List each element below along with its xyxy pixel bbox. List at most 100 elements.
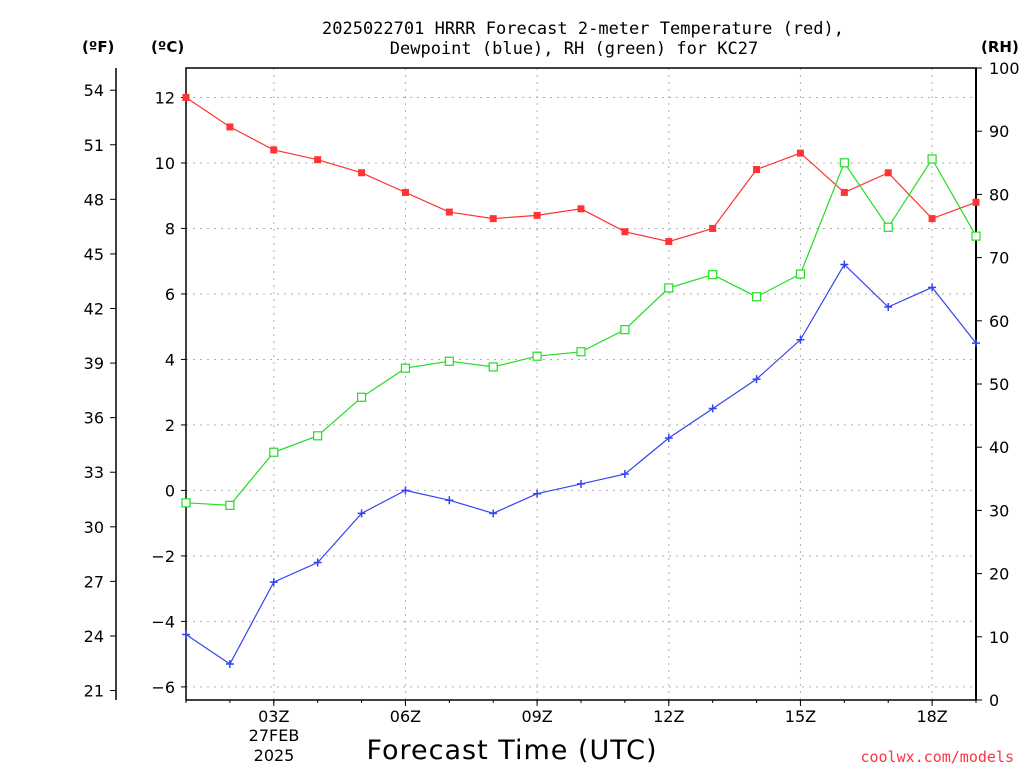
celsius-unit-label: (ºC)	[151, 38, 184, 56]
series-dewpoint	[182, 260, 980, 668]
rh-point	[883, 222, 893, 232]
dewpoint-point	[884, 303, 893, 312]
temperature-point	[928, 215, 936, 223]
temperature-point	[226, 123, 234, 131]
axes	[185, 67, 977, 701]
title-line-2: Dewpoint (blue), RH (green) for KC27	[390, 39, 758, 59]
temperature-point	[577, 205, 585, 213]
rh-tick-label: 60	[989, 312, 1009, 331]
rh-point	[664, 283, 674, 293]
rh-point	[839, 158, 849, 168]
series-rh	[181, 154, 981, 510]
rh-point	[708, 270, 718, 280]
dewpoint-point	[182, 630, 190, 639]
temperature-point	[665, 238, 673, 246]
dewpoint-point	[972, 339, 980, 348]
dewpoint-point	[401, 486, 410, 495]
rh-point	[927, 154, 937, 164]
temperature-point	[401, 188, 409, 196]
celsius-tick-label: 6	[165, 285, 175, 304]
temperature-point	[182, 93, 190, 101]
rh-tick-label: 100	[989, 59, 1020, 78]
celsius-tick-label: 10	[155, 154, 175, 173]
temperature-point	[972, 198, 980, 206]
rh-point	[225, 500, 235, 510]
rh-point	[576, 347, 586, 357]
rh-tick-label: 70	[989, 249, 1009, 268]
source-credit: coolwx.com/models	[860, 748, 1014, 766]
temperature-point	[314, 156, 322, 164]
x-tick-label: 12Z	[653, 707, 684, 726]
x-tick-label: 09Z	[521, 707, 552, 726]
fahrenheit-tick-label: 27	[84, 572, 104, 591]
x-tick-label: 15Z	[785, 707, 816, 726]
rh-point	[620, 325, 630, 335]
dewpoint-point	[708, 404, 717, 413]
rh-point	[313, 431, 323, 441]
title-line-1: 2025022701 HRRR Forecast 2-meter Tempera…	[322, 19, 844, 39]
rh-point	[751, 292, 762, 302]
temperature-point	[533, 211, 541, 219]
celsius-tick-label: −6	[151, 678, 175, 697]
dewpoint-point	[357, 509, 366, 518]
fahrenheit-tick-label: 39	[84, 354, 104, 373]
x-axis: 03Z 06Z 09Z 12Z 15Z 18Z	[185, 700, 977, 726]
dewpoint-line	[185, 263, 977, 665]
rh-tick-label: 30	[989, 501, 1009, 520]
temperature-point	[621, 228, 629, 236]
fahrenheit-tick-label: 51	[84, 136, 104, 155]
x-axis-label: Forecast Time (UTC)	[366, 735, 657, 766]
dewpoint-point	[664, 434, 673, 443]
temperature-line	[185, 97, 977, 243]
celsius-tick-label: 2	[165, 416, 175, 435]
rh-point	[532, 351, 542, 361]
plot-frame	[185, 67, 977, 701]
rh-point	[795, 269, 806, 279]
dewpoint-point	[840, 260, 849, 269]
rh-point	[400, 363, 411, 373]
fahrenheit-tick-label: 24	[84, 627, 104, 646]
celsius-tick-label: 0	[165, 481, 175, 500]
temperature-point	[270, 146, 278, 154]
rh-point	[181, 498, 191, 508]
temperature-point	[796, 149, 804, 157]
dewpoint-point	[445, 496, 454, 505]
rh-tick-label: 40	[989, 438, 1009, 457]
dewpoint-point	[533, 489, 542, 498]
x-tick-label: 18Z	[916, 707, 947, 726]
date-label-year: 2025	[254, 746, 295, 765]
celsius-tick-label: −2	[151, 547, 175, 566]
rh-tick-label: 0	[989, 691, 999, 710]
temperature-point	[358, 169, 366, 177]
date-label-day: 27FEB	[249, 726, 300, 745]
fahrenheit-tick-label: 21	[84, 682, 104, 701]
fahrenheit-tick-label: 48	[84, 190, 104, 209]
celsius-tick-label: 8	[165, 219, 175, 238]
temperature-point	[445, 208, 453, 216]
dewpoint-point	[489, 509, 498, 518]
dewpoint-point	[796, 335, 805, 344]
celsius-tick-label: −4	[151, 612, 175, 631]
data-series	[181, 93, 981, 668]
dewpoint-point	[313, 558, 322, 567]
rh-tick-label: 20	[989, 565, 1009, 584]
rh-axis: 0 10 20 30 40 50 60 70 80 90 100	[976, 59, 1020, 710]
fahrenheit-axis: 21 24 27 30 33 36 39 42 45 48 51 54	[84, 68, 117, 701]
temperature-point	[840, 188, 848, 196]
grid-lines	[186, 68, 976, 700]
x-tick-label: 06Z	[390, 707, 421, 726]
fahrenheit-tick-label: 36	[84, 409, 104, 428]
series-temperature	[182, 93, 980, 246]
celsius-tick-label: 12	[155, 88, 175, 107]
fahrenheit-tick-label: 45	[84, 245, 104, 264]
fahrenheit-tick-label: 30	[84, 518, 104, 537]
temperature-point	[709, 224, 717, 232]
celsius-axis: −6 −4 −2 0 2 4 6 8 10 12	[151, 88, 186, 697]
rh-tick-label: 90	[989, 122, 1009, 141]
fahrenheit-tick-label: 33	[84, 463, 104, 482]
dewpoint-point	[269, 578, 278, 587]
rh-point	[444, 356, 454, 366]
rh-point	[971, 231, 981, 241]
fahrenheit-unit-label: (ºF)	[82, 38, 114, 56]
